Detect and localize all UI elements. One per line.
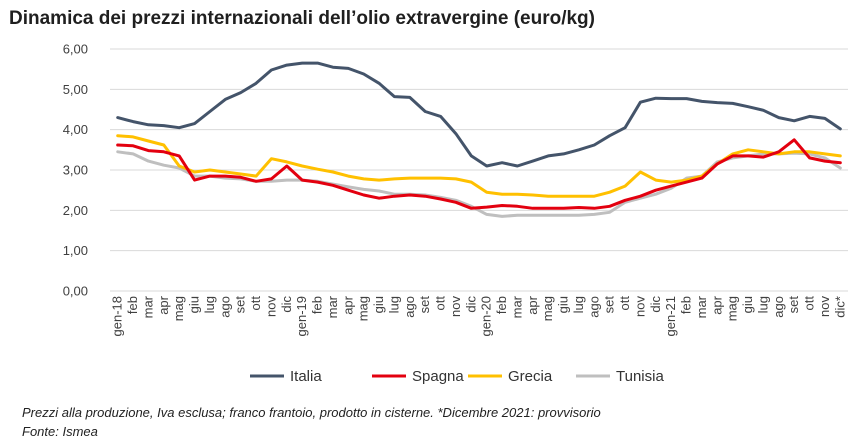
x-tick-label: mag (540, 296, 555, 321)
y-tick-label: 1,00 (63, 243, 88, 258)
x-tick-label: apr (156, 295, 171, 314)
x-tick-label: nov (448, 296, 463, 317)
x-tick-label: mag (725, 296, 740, 321)
x-tick-label: giu (556, 296, 571, 313)
y-tick-label: 4,00 (63, 122, 88, 137)
legend-label-italia: Italia (290, 368, 322, 385)
legend-label-tunisia: Tunisia (616, 368, 664, 385)
x-tick-label: nov (263, 296, 278, 317)
y-tick-label: 5,00 (63, 82, 88, 97)
x-tick-label: gen-21 (663, 296, 678, 336)
x-tick-label: feb (125, 296, 140, 314)
source-note: Prezzi alla produzione, Iva esclusa; fra… (22, 405, 601, 420)
y-tick-label: 6,00 (63, 42, 88, 57)
x-tick-label: set (233, 296, 248, 314)
x-tick-label: giu (187, 296, 202, 313)
x-tick-label: ago (586, 296, 601, 318)
line-chart: 0,001,002,003,004,005,006,00 gen-18 feb ma… (63, 42, 848, 385)
x-tick-label: mag (356, 296, 371, 321)
x-tick-label: mar (140, 295, 155, 318)
x-tick-label: ott (802, 296, 817, 311)
legend-label-grecia: Grecia (508, 368, 553, 385)
x-tick-label: ott (617, 296, 632, 311)
x-tick-label: mag (171, 296, 186, 321)
x-tick-label: apr (340, 295, 355, 314)
series-lines (116, 61, 842, 218)
x-tick-label: lug (202, 296, 217, 313)
x-tick-label: lug (755, 296, 770, 313)
series-line-grecia (116, 134, 842, 198)
x-tick-label: giu (371, 296, 386, 313)
legend: Italia Spagna Grecia Tunisia (250, 368, 664, 385)
x-tick-label: dic (279, 296, 294, 313)
x-tick-label: ott (433, 296, 448, 311)
chart-title: Dinamica dei prezzi internazionali dell’… (9, 8, 595, 29)
x-tick-label: dic* (832, 296, 847, 318)
x-tick-label: feb (494, 296, 509, 314)
x-tick-label: dic (648, 296, 663, 313)
x-tick-label: apr (709, 295, 724, 314)
x-tick-label: set (602, 296, 617, 314)
x-tick-label: nov (817, 296, 832, 317)
x-tick-label: mar (694, 295, 709, 318)
x-tick-label: mar (325, 295, 340, 318)
x-tick-label: ott (248, 296, 263, 311)
x-tick-label: feb (679, 296, 694, 314)
x-tick-label: gen-19 (294, 296, 309, 336)
source-credit: Fonte: Ismea (22, 424, 98, 439)
x-tick-label: lug (386, 296, 401, 313)
x-tick-label: feb (310, 296, 325, 314)
y-tick-label: 0,00 (63, 284, 88, 299)
x-tick-label: mar (509, 295, 524, 318)
x-tick-label: gen-20 (479, 296, 494, 336)
x-axis-ticks: gen-18 feb mar apr mag giu lug ago set ott nov dic g… (110, 295, 848, 336)
x-tick-label: apr (525, 295, 540, 314)
y-tick-label: 3,00 (63, 163, 88, 178)
x-tick-label: gen-18 (110, 296, 125, 336)
series-line-spagna (116, 138, 842, 210)
series-line-italia (116, 61, 842, 168)
x-tick-label: lug (571, 296, 586, 313)
x-tick-label: ago (217, 296, 232, 318)
x-tick-label: ago (771, 296, 786, 318)
y-tick-label: 2,00 (63, 203, 88, 218)
x-tick-label: dic (463, 296, 478, 313)
x-tick-label: set (786, 296, 801, 314)
x-tick-label: nov (632, 296, 647, 317)
x-tick-label: set (417, 296, 432, 314)
x-tick-label: ago (402, 296, 417, 318)
y-axis-ticks: 0,00 1,00 2,00 3,00 4,00 5,00 6,00 (63, 42, 88, 299)
x-tick-label: giu (740, 296, 755, 313)
legend-label-spagna: Spagna (412, 368, 464, 385)
